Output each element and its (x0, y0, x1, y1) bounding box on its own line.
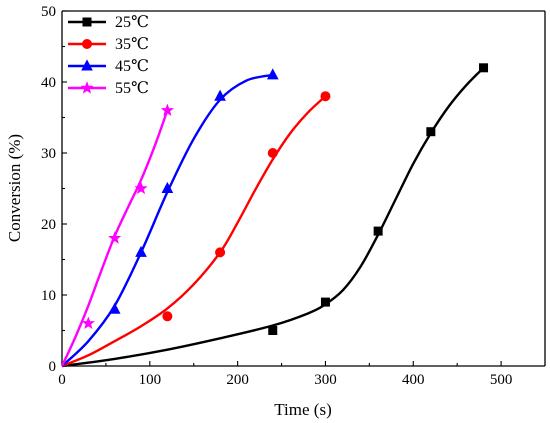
data-point (161, 181, 174, 193)
series-line-3 (61, 73, 274, 367)
legend-label: 35℃ (115, 36, 149, 53)
legend-label: 55℃ (115, 80, 149, 97)
data-point (266, 68, 279, 80)
legend-label: 45℃ (115, 58, 149, 75)
x-axis-title: Time (s) (274, 400, 331, 419)
data-point (81, 316, 95, 330)
data-point (160, 103, 174, 117)
data-point (479, 63, 489, 73)
y-axis-title: Conversion (%) (5, 134, 24, 242)
y-tick-label: 40 (41, 75, 56, 91)
data-point (426, 127, 436, 137)
y-tick-label: 30 (41, 146, 56, 162)
x-tick-label: 200 (226, 372, 249, 388)
fit-curves (60, 66, 485, 368)
legend: 25℃ 35℃ 45℃ 55℃ (68, 14, 149, 97)
plot-frame (61, 10, 546, 367)
data-point (162, 311, 173, 322)
data-point (214, 89, 226, 101)
data-point (267, 148, 278, 158)
y-tick-label: 10 (41, 288, 56, 304)
series-line-1 (61, 66, 485, 368)
data-point (134, 181, 148, 195)
data-point (320, 297, 330, 307)
data-point (108, 302, 121, 314)
legend-marker (82, 39, 92, 49)
x-tick-label: 100 (139, 372, 162, 388)
legend-marker (80, 81, 94, 94)
data-markers (81, 63, 489, 335)
data-point (108, 231, 122, 244)
y-tick-label: 0 (49, 359, 57, 375)
data-point (268, 326, 278, 335)
data-point (135, 245, 147, 257)
legend-marker (81, 59, 93, 71)
x-tick-label: 0 (58, 372, 66, 388)
x-tick-label: 500 (490, 372, 513, 388)
data-point (215, 247, 226, 258)
legend-marker (82, 17, 92, 27)
data-point (373, 226, 383, 236)
x-tick-label: 300 (314, 372, 337, 388)
axis-ticks: 0 100 200 300 400 500 0 10 20 30 40 50 (41, 4, 512, 388)
data-point (320, 91, 331, 102)
y-tick-label: 20 (41, 217, 56, 233)
legend-label: 25℃ (115, 14, 149, 31)
y-tick-label: 50 (41, 4, 56, 20)
x-tick-label: 400 (402, 372, 425, 388)
